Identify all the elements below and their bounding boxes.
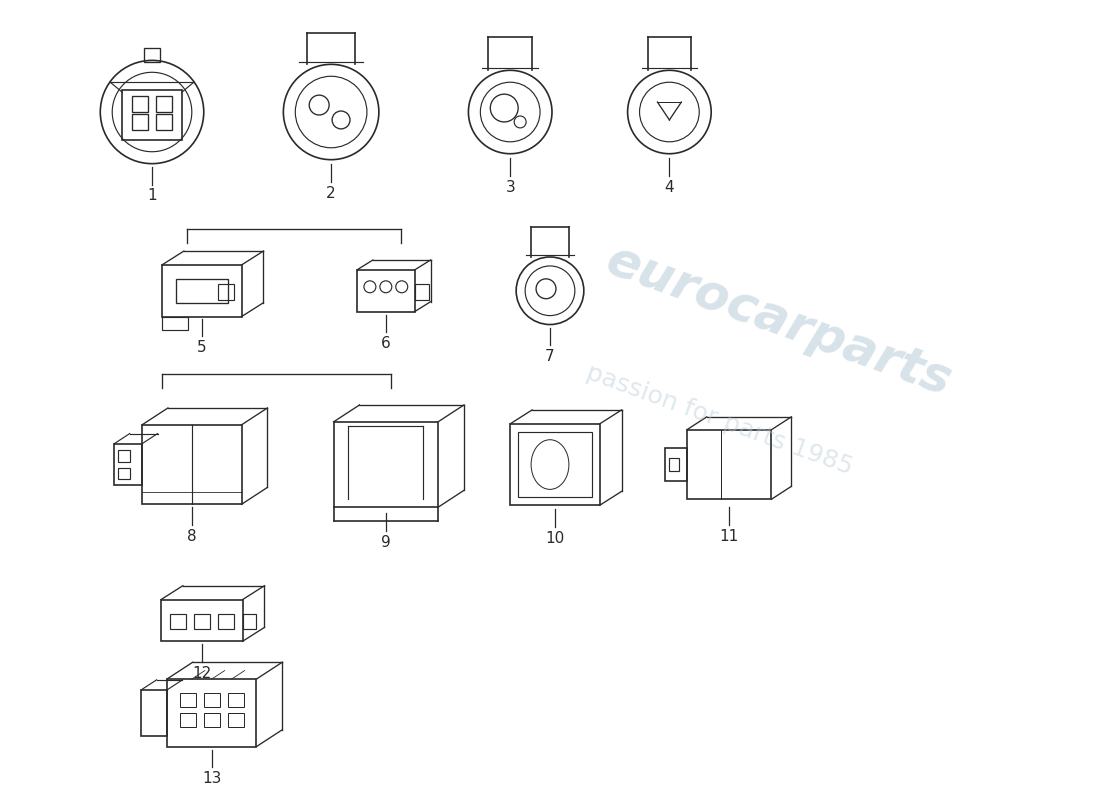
Bar (510, 424, 600, 506)
Text: eurocarparts: eurocarparts (600, 236, 958, 406)
Bar (162, 265, 242, 317)
Bar (161, 600, 243, 642)
Bar (228, 713, 243, 726)
Bar (669, 458, 679, 471)
Bar (114, 444, 142, 486)
Bar (204, 693, 220, 707)
Text: passion for parts 1985: passion for parts 1985 (583, 360, 856, 479)
Bar (218, 614, 233, 630)
Text: 10: 10 (546, 531, 564, 546)
Bar (144, 49, 159, 62)
Text: 12: 12 (192, 666, 211, 681)
Text: 9: 9 (381, 535, 390, 550)
Bar (132, 96, 148, 112)
Text: 1: 1 (147, 189, 157, 203)
Bar (194, 614, 210, 630)
Bar (176, 279, 228, 302)
Bar (518, 432, 592, 498)
Bar (167, 679, 256, 746)
Text: 11: 11 (719, 529, 739, 544)
Text: 6: 6 (381, 337, 390, 351)
Bar (142, 425, 242, 504)
Bar (204, 713, 220, 726)
Bar (243, 614, 256, 630)
Text: 13: 13 (202, 771, 221, 786)
Text: 5: 5 (197, 341, 207, 355)
Bar (686, 430, 771, 499)
Bar (132, 114, 148, 130)
Bar (118, 450, 130, 462)
Text: 3: 3 (505, 179, 515, 194)
Text: 4: 4 (664, 179, 674, 194)
Bar (415, 284, 429, 300)
Text: 2: 2 (327, 186, 336, 201)
Bar (218, 284, 233, 300)
Bar (156, 114, 172, 130)
Bar (180, 693, 196, 707)
Bar (122, 90, 182, 140)
Text: 8: 8 (187, 529, 197, 544)
Bar (162, 317, 188, 330)
Bar (118, 467, 130, 479)
Bar (141, 690, 167, 736)
Bar (169, 614, 186, 630)
Bar (180, 713, 196, 726)
Bar (228, 693, 243, 707)
Bar (156, 96, 172, 112)
Bar (664, 448, 686, 482)
Text: 7: 7 (546, 350, 554, 364)
Bar (358, 270, 415, 312)
Bar (333, 422, 438, 507)
